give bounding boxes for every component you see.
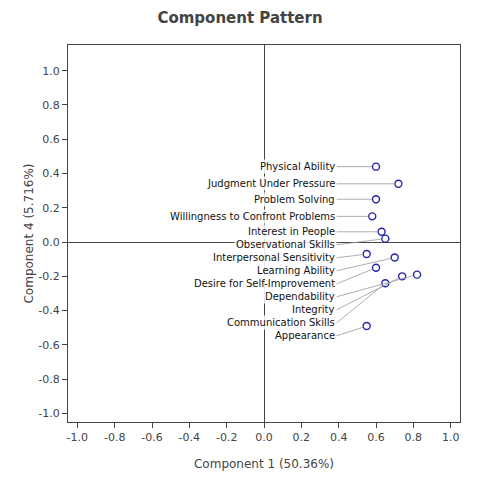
- svg-text:Dependability: Dependability: [265, 291, 335, 302]
- svg-text:Interpersonal Sensitivity: Interpersonal Sensitivity: [213, 252, 335, 263]
- svg-text:0.6: 0.6: [367, 431, 385, 444]
- svg-text:Integrity: Integrity: [292, 304, 335, 315]
- svg-text:Communication Skills: Communication Skills: [227, 317, 335, 328]
- svg-text:Physical Ability: Physical Ability: [260, 161, 335, 172]
- svg-text:0.2: 0.2: [42, 202, 60, 215]
- svg-text:Component Pattern: Component Pattern: [157, 9, 322, 27]
- svg-text:1.0: 1.0: [442, 431, 460, 444]
- svg-text:Learning Ability: Learning Ability: [257, 265, 335, 276]
- svg-text:-0.4: -0.4: [38, 304, 59, 317]
- svg-text:0.0: 0.0: [255, 431, 273, 444]
- svg-text:0.4: 0.4: [330, 431, 348, 444]
- svg-text:-0.6: -0.6: [141, 431, 162, 444]
- svg-text:Component 1 (50.36%): Component 1 (50.36%): [194, 457, 334, 471]
- svg-text:Desire for Self-Improvement: Desire for Self-Improvement: [194, 278, 335, 289]
- svg-text:Willingness to Confront Proble: Willingness to Confront Problems: [170, 211, 335, 222]
- svg-text:1.0: 1.0: [42, 65, 60, 78]
- svg-text:Problem Solving: Problem Solving: [254, 194, 335, 205]
- svg-text:0.2: 0.2: [293, 431, 311, 444]
- svg-text:0.8: 0.8: [42, 99, 60, 112]
- svg-text:Interest in People: Interest in People: [248, 226, 335, 237]
- svg-text:Appearance: Appearance: [275, 330, 335, 341]
- svg-text:-0.8: -0.8: [104, 431, 125, 444]
- svg-text:-0.4: -0.4: [179, 431, 200, 444]
- svg-text:0.0: 0.0: [42, 236, 60, 249]
- svg-text:-0.2: -0.2: [38, 270, 59, 283]
- svg-text:0.6: 0.6: [42, 133, 60, 146]
- svg-text:-1.0: -1.0: [38, 407, 59, 420]
- svg-text:Component 4 (5.716%): Component 4 (5.716%): [22, 163, 36, 303]
- svg-text:0.4: 0.4: [42, 167, 60, 180]
- svg-text:-1.0: -1.0: [67, 431, 88, 444]
- svg-text:-0.2: -0.2: [216, 431, 237, 444]
- svg-text:-0.6: -0.6: [38, 339, 59, 352]
- svg-text:Judgment Under Pressure: Judgment Under Pressure: [207, 178, 335, 189]
- svg-text:0.8: 0.8: [405, 431, 423, 444]
- svg-text:Observational Skills: Observational Skills: [236, 239, 335, 250]
- svg-text:-0.8: -0.8: [38, 373, 59, 386]
